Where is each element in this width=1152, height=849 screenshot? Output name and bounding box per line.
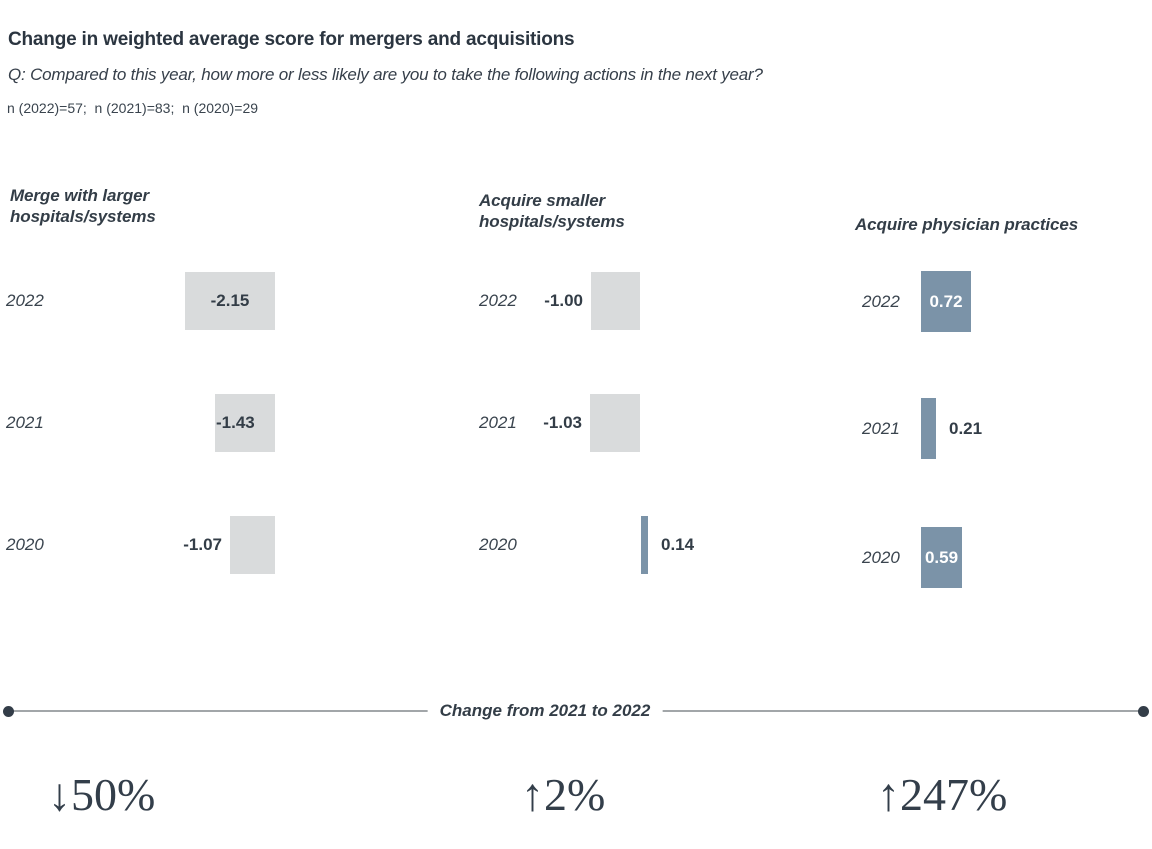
change-percentage-acquire-physician: ↑247% (877, 769, 1008, 820)
bar (921, 271, 971, 332)
survey-question: Q: Compared to this year, how more or le… (8, 65, 763, 84)
bar (230, 516, 275, 574)
change-percentage-acquire-smaller: ↑2% (521, 769, 606, 820)
bar (921, 527, 962, 588)
bar (641, 516, 648, 574)
value-label: -1.03 (543, 413, 582, 432)
bar (591, 272, 640, 330)
panel-title-acquire-physician: Acquire physician practices (855, 215, 1079, 234)
value-label: 0.14 (661, 535, 695, 554)
value-label: -1.07 (183, 535, 222, 554)
page-title: Change in weighted average score for mer… (8, 29, 575, 50)
year-label: 2020 (6, 535, 44, 554)
value-label: -1.43 (216, 413, 255, 432)
year-label: 2021 (862, 419, 900, 438)
bar (590, 394, 640, 452)
value-label: -1.00 (544, 291, 583, 310)
bar (185, 272, 275, 330)
bar (215, 394, 275, 452)
value-label: -2.15 (210, 291, 250, 310)
year-label: 2020 (862, 548, 900, 567)
bar (921, 398, 936, 459)
sample-size-note: n (2022)=57; n (2021)=83; n (2020)=29 (7, 100, 259, 116)
year-label: 2022 (6, 291, 44, 310)
change-percentage-merge-larger: ↓50% (48, 769, 156, 820)
value-label: 0.59 (924, 548, 959, 567)
panel-title-merge-larger: Merge with larger hospitals/systems (10, 186, 156, 226)
panel-title-acquire-smaller: Acquire smaller hospitals/systems (479, 191, 625, 231)
divider-dot-left (3, 706, 14, 717)
year-label: 2021 (6, 413, 44, 432)
value-label: 0.72 (929, 292, 963, 311)
value-label: 0.21 (949, 419, 983, 438)
year-label: 2022 (862, 292, 900, 311)
year-label: 2021 (479, 413, 517, 432)
divider-dot-right (1138, 706, 1149, 717)
divider-label: Change from 2021 to 2022 (427, 700, 663, 722)
year-label: 2020 (479, 535, 517, 554)
year-label: 2022 (479, 291, 517, 310)
